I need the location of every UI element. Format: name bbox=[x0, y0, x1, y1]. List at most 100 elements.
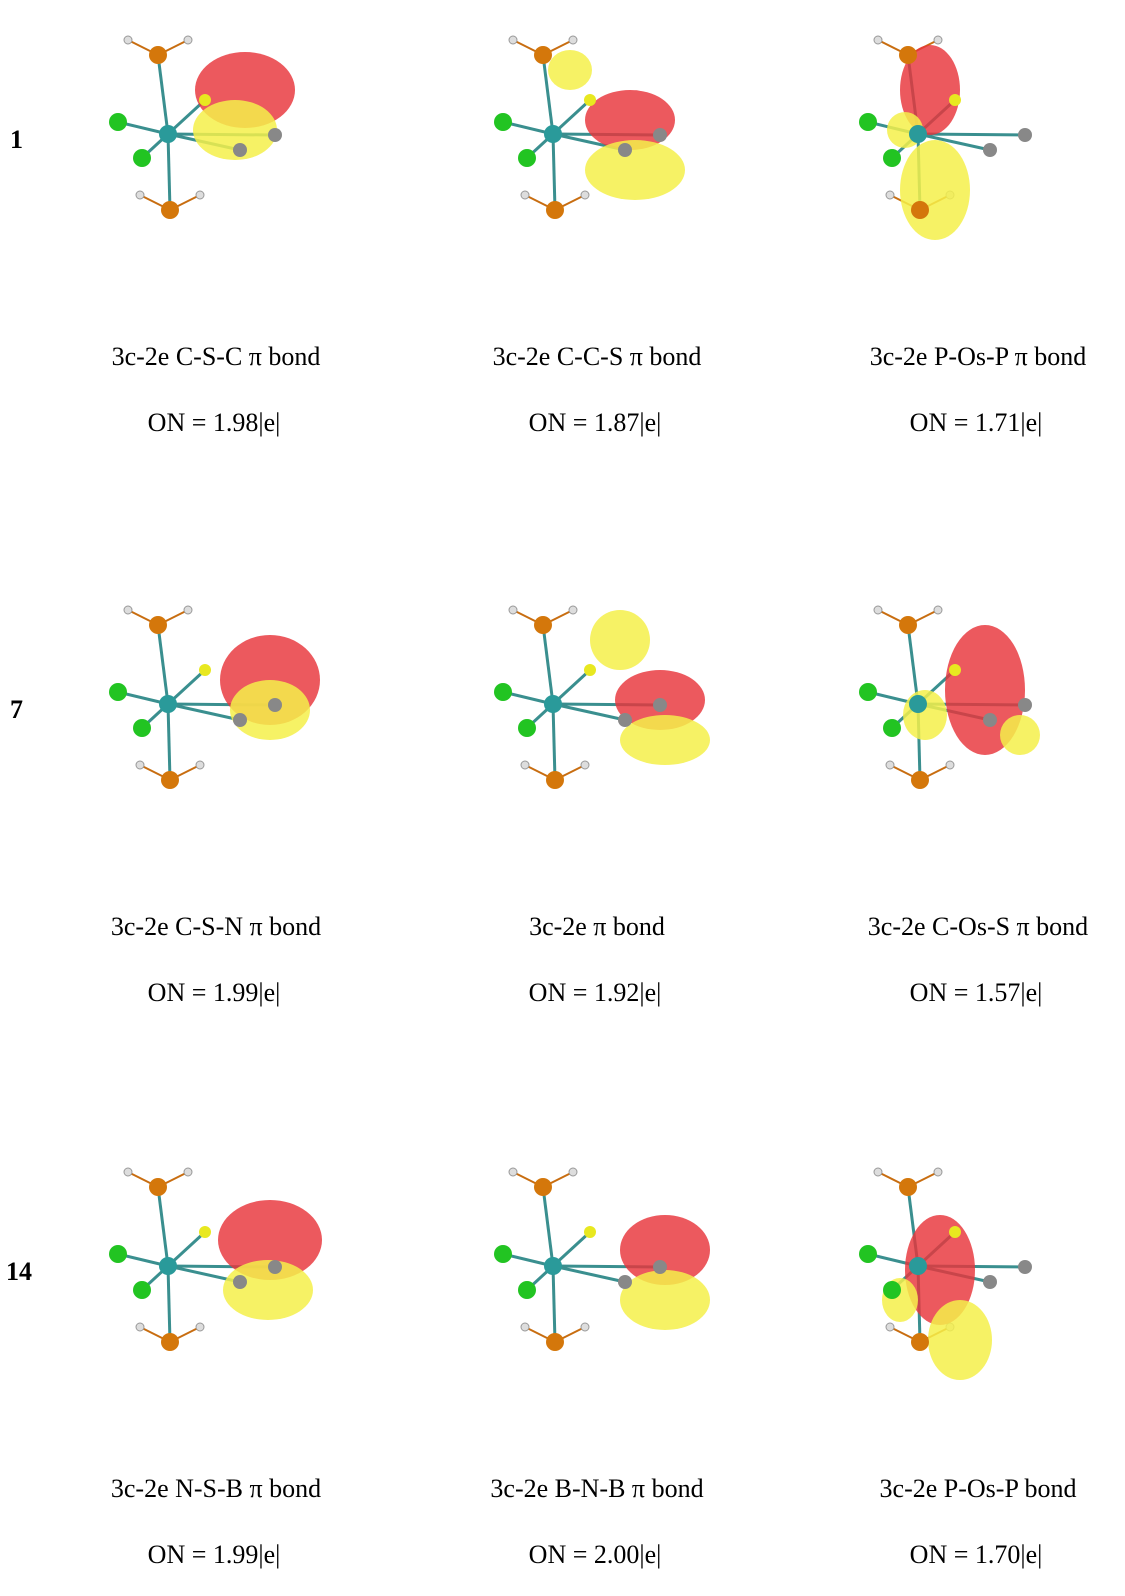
molecule bbox=[494, 606, 710, 789]
atom bbox=[899, 1178, 917, 1196]
atom bbox=[534, 616, 552, 634]
atom bbox=[184, 606, 192, 614]
atom bbox=[909, 125, 927, 143]
atom bbox=[521, 191, 529, 199]
atom bbox=[1018, 128, 1032, 142]
atom bbox=[494, 113, 512, 131]
atom bbox=[886, 191, 894, 199]
atom bbox=[544, 1257, 562, 1275]
atom bbox=[161, 201, 179, 219]
molecule bbox=[859, 1168, 1032, 1380]
atom bbox=[109, 683, 127, 701]
atom bbox=[544, 125, 562, 143]
row-label: 14 bbox=[6, 1257, 32, 1287]
orbital-lobe bbox=[620, 715, 710, 765]
atom bbox=[136, 761, 144, 769]
bond bbox=[543, 1187, 553, 1266]
atom bbox=[124, 1168, 132, 1176]
atom bbox=[983, 713, 997, 727]
orbital-lobe bbox=[230, 680, 310, 740]
atom bbox=[546, 201, 564, 219]
atom bbox=[886, 761, 894, 769]
atom bbox=[233, 713, 247, 727]
atom bbox=[136, 191, 144, 199]
occupation-number: ON = 1.71|e| bbox=[910, 408, 1043, 438]
atom bbox=[199, 94, 211, 106]
molecule bbox=[109, 36, 295, 219]
atom bbox=[653, 128, 667, 142]
atom bbox=[911, 771, 929, 789]
atom bbox=[899, 46, 917, 64]
orbital-lobe bbox=[1000, 715, 1040, 755]
occupation-number: ON = 1.57|e| bbox=[910, 978, 1043, 1008]
atom bbox=[1018, 1260, 1032, 1274]
atom bbox=[584, 1226, 596, 1238]
bond-caption: 3c-2e B-N-B π bond bbox=[490, 1474, 703, 1504]
bond bbox=[158, 625, 168, 704]
occupation-number: ON = 2.00|e| bbox=[529, 1540, 662, 1570]
atom bbox=[534, 1178, 552, 1196]
occupation-number: ON = 1.70|e| bbox=[910, 1540, 1043, 1570]
atom bbox=[494, 1245, 512, 1263]
atom bbox=[581, 761, 589, 769]
bond bbox=[553, 1266, 555, 1342]
bond-caption: 3c-2e P-Os-P bond bbox=[880, 1474, 1077, 1504]
atom bbox=[196, 191, 204, 199]
atom bbox=[883, 149, 901, 167]
bond bbox=[543, 625, 553, 704]
atom bbox=[109, 1245, 127, 1263]
orbital-lobe bbox=[928, 1300, 992, 1380]
atom bbox=[949, 94, 961, 106]
atom bbox=[911, 201, 929, 219]
molecule bbox=[859, 606, 1040, 789]
bond-caption: 3c-2e C-C-S π bond bbox=[493, 342, 702, 372]
atom bbox=[124, 36, 132, 44]
atom bbox=[521, 1323, 529, 1331]
atom bbox=[133, 719, 151, 737]
bond bbox=[158, 1187, 168, 1266]
atom bbox=[584, 664, 596, 676]
atom bbox=[581, 1323, 589, 1331]
atom bbox=[569, 606, 577, 614]
atom bbox=[268, 1260, 282, 1274]
atom bbox=[149, 1178, 167, 1196]
atom bbox=[268, 128, 282, 142]
atom bbox=[886, 1323, 894, 1331]
atom bbox=[653, 698, 667, 712]
atom bbox=[859, 1245, 877, 1263]
bond bbox=[168, 704, 170, 780]
atom bbox=[161, 771, 179, 789]
row-label: 7 bbox=[10, 695, 23, 725]
molecule bbox=[109, 1168, 322, 1351]
atom bbox=[268, 698, 282, 712]
atom bbox=[909, 1257, 927, 1275]
atom bbox=[874, 606, 882, 614]
atom bbox=[934, 36, 942, 44]
atom bbox=[133, 149, 151, 167]
molecule-layer bbox=[0, 0, 1125, 1596]
bond bbox=[553, 1266, 625, 1282]
atom bbox=[546, 1333, 564, 1351]
row-label: 1 bbox=[10, 125, 23, 155]
atom bbox=[494, 683, 512, 701]
occupation-number: ON = 1.99|e| bbox=[148, 1540, 281, 1570]
atom bbox=[883, 719, 901, 737]
atom bbox=[149, 616, 167, 634]
atom bbox=[196, 1323, 204, 1331]
atom bbox=[233, 143, 247, 157]
atom bbox=[534, 46, 552, 64]
atom bbox=[133, 1281, 151, 1299]
atom bbox=[199, 1226, 211, 1238]
atom bbox=[136, 1323, 144, 1331]
atom bbox=[874, 1168, 882, 1176]
orbital-lobe bbox=[585, 140, 685, 200]
atom bbox=[874, 36, 882, 44]
atom bbox=[949, 664, 961, 676]
atom bbox=[509, 36, 517, 44]
bond-caption: 3c-2e N-S-B π bond bbox=[111, 1474, 321, 1504]
orbital-lobe bbox=[903, 690, 947, 740]
atom bbox=[911, 1333, 929, 1351]
atom bbox=[946, 761, 954, 769]
atom bbox=[518, 149, 536, 167]
atom bbox=[934, 1168, 942, 1176]
